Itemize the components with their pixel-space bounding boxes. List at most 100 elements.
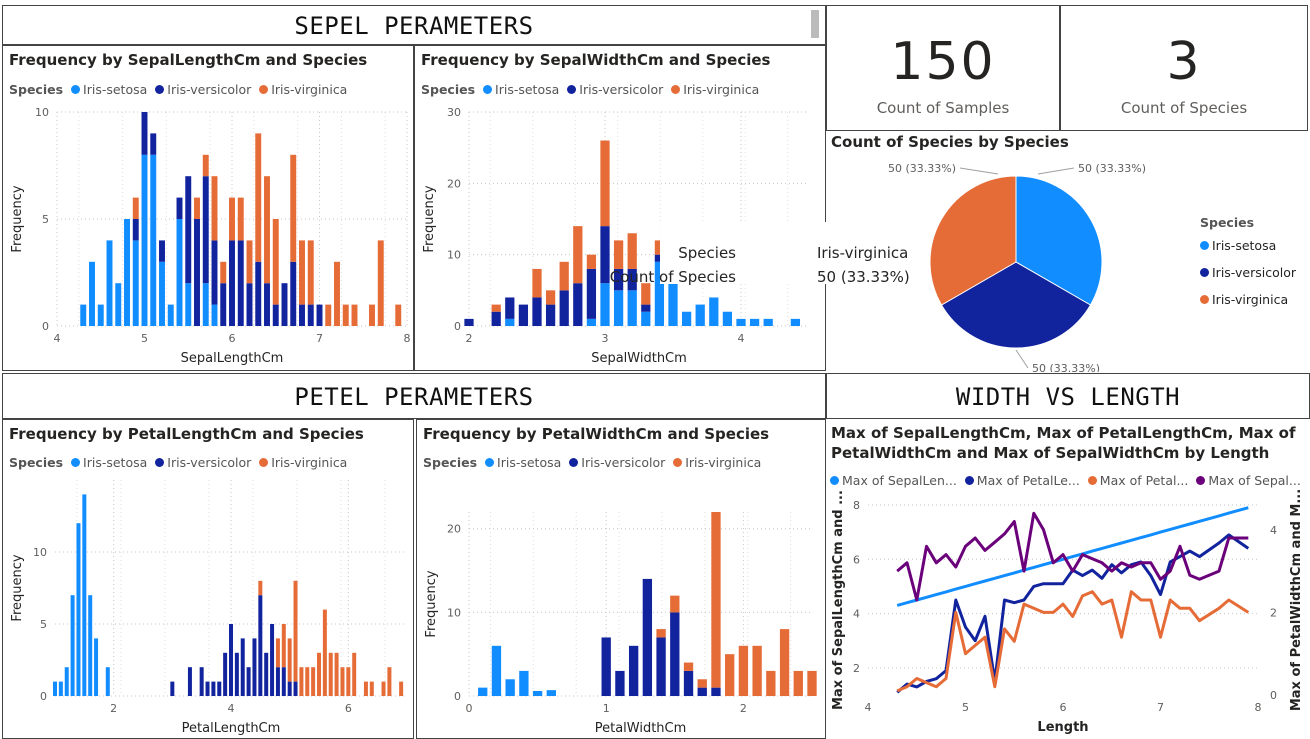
line-series-2 — [896, 590, 1250, 693]
y-tick-label: 10 — [447, 249, 461, 262]
y-left-tick-label: 2 — [853, 662, 860, 675]
card-count-samples[interactable]: 150 Count of Samples — [826, 5, 1060, 131]
legend-item-versicolor[interactable]: Iris-versicolor — [155, 82, 251, 97]
legend-title: Species — [9, 455, 64, 470]
bar-iris-versicolor — [229, 624, 233, 696]
bar-iris-setosa — [736, 318, 746, 326]
bar-iris-virginica — [305, 667, 310, 696]
pie-slice-iris-versicolor — [940, 261, 1092, 349]
legend-item-versicolor[interactable]: Iris-versicolor — [569, 455, 665, 470]
legend-item-setosa[interactable]: Iris-setosa — [71, 455, 147, 470]
legend-item-setosa[interactable]: Iris-setosa — [71, 82, 147, 97]
bar-iris-versicolor — [307, 304, 314, 326]
y-axis-label: Frequency — [10, 554, 25, 621]
bar-iris-setosa — [681, 311, 692, 326]
bar-iris-versicolor — [281, 283, 288, 326]
bar-iris-setosa — [141, 154, 148, 326]
bar-iris-virginica — [491, 304, 501, 312]
bar-iris-setosa — [132, 240, 139, 326]
sepal-length-visual[interactable]: Frequency by SepalLengthCm and Species S… — [2, 45, 414, 371]
pie-visual[interactable]: Count of Species by Species 50 (33.33%) 5… — [826, 131, 1310, 372]
bar-iris-versicolor — [211, 240, 218, 305]
bar-iris-virginica — [766, 670, 776, 696]
bar-iris-setosa — [89, 261, 95, 326]
legend-item-petal-length[interactable]: Max of PetalLe... — [964, 473, 1080, 488]
bar-iris-versicolor — [316, 304, 323, 326]
legend: Species Iris-setosa Iris-versicolor Iris… — [9, 455, 351, 470]
x-axis-label: PetalLengthCm — [182, 721, 281, 736]
bar-iris-versicolor — [264, 652, 269, 696]
petal-width-visual[interactable]: Frequency by PetalWidthCm and Species Sp… — [416, 419, 826, 739]
bar-iris-virginica — [613, 240, 624, 269]
legend-item-versicolor[interactable]: Iris-versicolor — [567, 82, 663, 97]
bar-iris-versicolor — [654, 254, 665, 262]
bar-iris-setosa — [600, 283, 610, 326]
bar-iris-virginica — [258, 580, 263, 596]
bar-iris-setosa — [654, 261, 665, 326]
card-count-species[interactable]: 3 Count of Species — [1060, 5, 1308, 131]
legend-item-sepal-length[interactable]: Max of SepalLen... — [830, 473, 957, 488]
legend-item-virginica[interactable]: Iris-virginica — [673, 455, 761, 470]
bar-iris-versicolor — [272, 304, 279, 326]
legend-item-setosa[interactable]: Iris-setosa — [1200, 238, 1296, 253]
petal-length-visual[interactable]: Frequency by PetalLengthCm and Species S… — [2, 419, 414, 739]
bar-iris-setosa — [106, 240, 113, 326]
legend-item-virginica[interactable]: Iris-virginica — [259, 455, 347, 470]
legend-item-setosa[interactable]: Iris-setosa — [485, 455, 561, 470]
bar-iris-setosa — [505, 679, 515, 696]
y-axis-label: Frequency — [10, 185, 25, 252]
bar-iris-versicolor — [293, 681, 298, 696]
legend-item-setosa[interactable]: Iris-setosa — [483, 82, 559, 97]
bar-iris-virginica — [322, 609, 327, 696]
sepal-length-chart: 4 5 6 7 8 0 5 10 SepalLengthCm Frequency — [10, 106, 411, 366]
width-length-visual[interactable]: Max of SepalLengthCm, Max of PetalLength… — [826, 419, 1310, 739]
legend-item-versicolor[interactable]: Iris-versicolor — [155, 455, 251, 470]
y-left-tick-label: 8 — [853, 499, 860, 512]
bar-iris-setosa — [167, 304, 174, 326]
legend: Species Iris-setosa Iris-versicolor Iris… — [9, 82, 351, 97]
legend-title: Species — [1200, 215, 1255, 230]
pie-slice-iris-setosa — [1015, 175, 1103, 306]
bar-iris-versicolor — [258, 595, 263, 696]
x-tick-label: 4 — [738, 332, 745, 345]
legend-title: Species — [421, 82, 476, 97]
section-title-petal-text: PETEL PERAMETERS — [294, 383, 534, 411]
legend: Species Iris-setosa Iris-versicolor Iris… — [421, 82, 763, 97]
legend-item-virginica[interactable]: Iris-virginica — [259, 82, 347, 97]
x-axis-label: SepalWidthCm — [591, 351, 687, 366]
bar-iris-virginica — [752, 645, 762, 696]
legend-item-virginica[interactable]: Iris-virginica — [1200, 292, 1296, 307]
y-tick-label: 10 — [447, 606, 461, 619]
x-tick-label: 7 — [1157, 701, 1164, 714]
legend-item-versicolor[interactable]: Iris-versicolor — [1200, 265, 1296, 280]
bar-iris-virginica — [545, 290, 556, 305]
legend-item-virginica[interactable]: Iris-virginica — [671, 82, 759, 97]
sepal-width-visual[interactable]: Frequency by SepalWidthCm and Species Sp… — [414, 45, 826, 371]
card-value: 3 — [1166, 32, 1202, 92]
bar-iris-setosa — [94, 638, 99, 696]
bar-iris-setosa — [176, 219, 183, 326]
bar-iris-versicolor — [656, 637, 666, 696]
bar-iris-setosa — [695, 304, 705, 326]
bar-iris-virginica — [711, 512, 721, 688]
bar-iris-versicolor — [545, 304, 556, 326]
y-tick-label: 5 — [42, 213, 49, 226]
bar-iris-setosa — [709, 297, 719, 326]
bar-iris-virginica — [299, 667, 304, 696]
bar-iris-versicolor — [281, 667, 286, 696]
bar-iris-setosa — [150, 154, 157, 326]
bar-iris-setosa — [185, 283, 192, 326]
legend-item-sepal-width[interactable]: Max of Sepal... — [1196, 473, 1301, 488]
line-legend: Max of SepalLen... Max of PetalLe... Max… — [830, 473, 1305, 488]
bar-iris-virginica — [779, 629, 790, 696]
bar-iris-virginica — [395, 304, 402, 326]
legend-item-petal-width[interactable]: Max of Petal... — [1087, 473, 1188, 488]
pie-leader-line — [959, 167, 999, 175]
bar-iris-versicolor — [573, 283, 583, 326]
scrollbar-thumb[interactable] — [811, 10, 819, 38]
bar-iris-virginica — [264, 176, 270, 284]
bar-iris-virginica — [220, 261, 227, 284]
bar-iris-virginica — [399, 681, 404, 696]
bar-iris-versicolor — [187, 667, 192, 696]
